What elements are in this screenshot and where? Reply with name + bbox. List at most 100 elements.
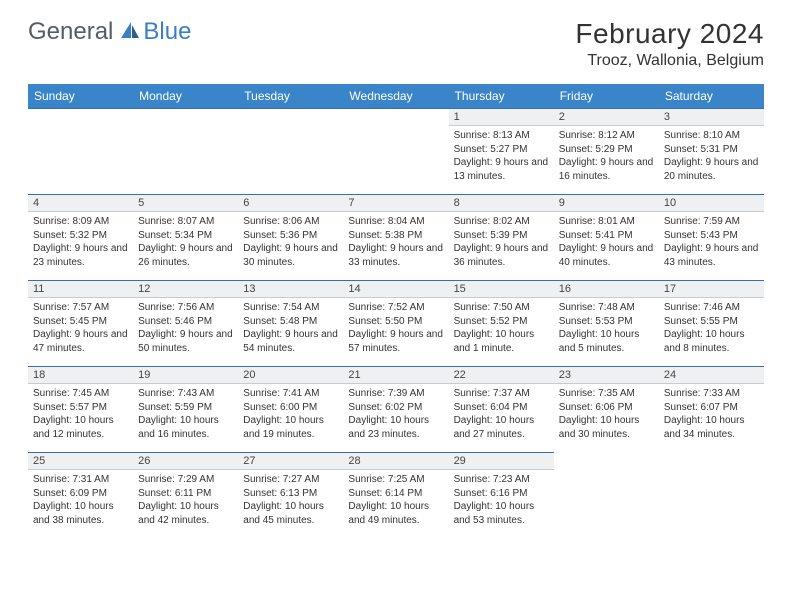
day-number: 6 — [238, 194, 343, 212]
day-number: 12 — [133, 280, 238, 298]
sunrise-line: Sunrise: 8:07 AM — [138, 215, 233, 229]
day-number: 17 — [659, 280, 764, 298]
title-block: February 2024 Trooz, Wallonia, Belgium — [575, 18, 764, 70]
logo-text-general: General — [28, 18, 113, 46]
daylight-line: Daylight: 10 hours and 23 minutes. — [348, 414, 443, 441]
calendar-day-cell: 18Sunrise: 7:45 AMSunset: 5:57 PMDayligh… — [28, 366, 133, 452]
calendar-day-cell: 27Sunrise: 7:27 AMSunset: 6:13 PMDayligh… — [238, 452, 343, 538]
calendar-day-cell: 20Sunrise: 7:41 AMSunset: 6:00 PMDayligh… — [238, 366, 343, 452]
dayname-header: Sunday — [28, 84, 133, 108]
sunset-line: Sunset: 5:50 PM — [348, 315, 443, 329]
sunrise-line: Sunrise: 8:12 AM — [559, 129, 654, 143]
sunset-line: Sunset: 6:06 PM — [559, 401, 654, 415]
sunset-line: Sunset: 5:59 PM — [138, 401, 233, 415]
calendar-day-cell: 26Sunrise: 7:29 AMSunset: 6:11 PMDayligh… — [133, 452, 238, 538]
day-details: Sunrise: 8:13 AMSunset: 5:27 PMDaylight:… — [449, 126, 554, 187]
day-details: Sunrise: 7:31 AMSunset: 6:09 PMDaylight:… — [28, 470, 133, 531]
daylight-line: Daylight: 10 hours and 5 minutes. — [559, 328, 654, 355]
calendar-day-cell: 13Sunrise: 7:54 AMSunset: 5:48 PMDayligh… — [238, 280, 343, 366]
daylight-line: Daylight: 10 hours and 34 minutes. — [664, 414, 759, 441]
sunrise-line: Sunrise: 7:25 AM — [348, 473, 443, 487]
day-number: 28 — [343, 452, 448, 470]
sunrise-line: Sunrise: 7:50 AM — [454, 301, 549, 315]
sunrise-line: Sunrise: 8:13 AM — [454, 129, 549, 143]
sunrise-line: Sunrise: 7:27 AM — [243, 473, 338, 487]
daylight-line: Daylight: 9 hours and 57 minutes. — [348, 328, 443, 355]
calendar-empty-cell — [133, 108, 238, 194]
day-number: 21 — [343, 366, 448, 384]
dayname-header: Tuesday — [238, 84, 343, 108]
day-details: Sunrise: 8:10 AMSunset: 5:31 PMDaylight:… — [659, 126, 764, 187]
daylight-line: Daylight: 10 hours and 1 minute. — [454, 328, 549, 355]
day-details: Sunrise: 7:45 AMSunset: 5:57 PMDaylight:… — [28, 384, 133, 445]
dayname-header: Wednesday — [343, 84, 448, 108]
day-details: Sunrise: 8:09 AMSunset: 5:32 PMDaylight:… — [28, 212, 133, 273]
day-number: 2 — [554, 108, 659, 126]
calendar-day-cell: 24Sunrise: 7:33 AMSunset: 6:07 PMDayligh… — [659, 366, 764, 452]
day-details: Sunrise: 7:27 AMSunset: 6:13 PMDaylight:… — [238, 470, 343, 531]
day-number: 3 — [659, 108, 764, 126]
calendar-day-cell: 22Sunrise: 7:37 AMSunset: 6:04 PMDayligh… — [449, 366, 554, 452]
day-number: 23 — [554, 366, 659, 384]
sunset-line: Sunset: 5:39 PM — [454, 229, 549, 243]
sunset-line: Sunset: 6:14 PM — [348, 487, 443, 501]
dayname-header: Monday — [133, 84, 238, 108]
day-details: Sunrise: 8:04 AMSunset: 5:38 PMDaylight:… — [343, 212, 448, 273]
calendar-day-cell: 19Sunrise: 7:43 AMSunset: 5:59 PMDayligh… — [133, 366, 238, 452]
sunset-line: Sunset: 5:29 PM — [559, 143, 654, 157]
day-number: 14 — [343, 280, 448, 298]
day-details: Sunrise: 7:39 AMSunset: 6:02 PMDaylight:… — [343, 384, 448, 445]
daylight-line: Daylight: 9 hours and 40 minutes. — [559, 242, 654, 269]
day-number: 26 — [133, 452, 238, 470]
calendar-day-cell: 8Sunrise: 8:02 AMSunset: 5:39 PMDaylight… — [449, 194, 554, 280]
calendar-week-row: 25Sunrise: 7:31 AMSunset: 6:09 PMDayligh… — [28, 452, 764, 538]
sunset-line: Sunset: 5:36 PM — [243, 229, 338, 243]
day-number: 9 — [554, 194, 659, 212]
day-number: 22 — [449, 366, 554, 384]
day-details: Sunrise: 7:54 AMSunset: 5:48 PMDaylight:… — [238, 298, 343, 359]
sunset-line: Sunset: 5:53 PM — [559, 315, 654, 329]
sunset-line: Sunset: 5:38 PM — [348, 229, 443, 243]
calendar-day-cell: 6Sunrise: 8:06 AMSunset: 5:36 PMDaylight… — [238, 194, 343, 280]
sunset-line: Sunset: 5:31 PM — [664, 143, 759, 157]
daylight-line: Daylight: 9 hours and 30 minutes. — [243, 242, 338, 269]
day-details: Sunrise: 8:06 AMSunset: 5:36 PMDaylight:… — [238, 212, 343, 273]
calendar-day-cell: 25Sunrise: 7:31 AMSunset: 6:09 PMDayligh… — [28, 452, 133, 538]
sunset-line: Sunset: 5:34 PM — [138, 229, 233, 243]
location-subtitle: Trooz, Wallonia, Belgium — [575, 52, 764, 70]
day-details: Sunrise: 7:29 AMSunset: 6:11 PMDaylight:… — [133, 470, 238, 531]
daylight-line: Daylight: 10 hours and 38 minutes. — [33, 500, 128, 527]
calendar-day-cell: 17Sunrise: 7:46 AMSunset: 5:55 PMDayligh… — [659, 280, 764, 366]
day-number: 5 — [133, 194, 238, 212]
day-number: 4 — [28, 194, 133, 212]
sunset-line: Sunset: 6:09 PM — [33, 487, 128, 501]
sunset-line: Sunset: 5:32 PM — [33, 229, 128, 243]
sunrise-line: Sunrise: 8:06 AM — [243, 215, 338, 229]
calendar-day-cell: 10Sunrise: 7:59 AMSunset: 5:43 PMDayligh… — [659, 194, 764, 280]
daylight-line: Daylight: 10 hours and 30 minutes. — [559, 414, 654, 441]
day-number: 19 — [133, 366, 238, 384]
day-number: 10 — [659, 194, 764, 212]
calendar-day-cell: 15Sunrise: 7:50 AMSunset: 5:52 PMDayligh… — [449, 280, 554, 366]
sunrise-line: Sunrise: 7:59 AM — [664, 215, 759, 229]
day-details: Sunrise: 7:25 AMSunset: 6:14 PMDaylight:… — [343, 470, 448, 531]
day-number: 7 — [343, 194, 448, 212]
day-number: 15 — [449, 280, 554, 298]
calendar-day-cell: 1Sunrise: 8:13 AMSunset: 5:27 PMDaylight… — [449, 108, 554, 194]
calendar-day-cell: 4Sunrise: 8:09 AMSunset: 5:32 PMDaylight… — [28, 194, 133, 280]
logo: General Blue — [28, 18, 191, 46]
day-details: Sunrise: 8:07 AMSunset: 5:34 PMDaylight:… — [133, 212, 238, 273]
sunset-line: Sunset: 6:13 PM — [243, 487, 338, 501]
daylight-line: Daylight: 10 hours and 12 minutes. — [33, 414, 128, 441]
day-details: Sunrise: 7:48 AMSunset: 5:53 PMDaylight:… — [554, 298, 659, 359]
daylight-line: Daylight: 9 hours and 13 minutes. — [454, 156, 549, 183]
day-details: Sunrise: 8:01 AMSunset: 5:41 PMDaylight:… — [554, 212, 659, 273]
sunrise-line: Sunrise: 8:01 AM — [559, 215, 654, 229]
empty-day-head — [343, 108, 448, 126]
calendar-empty-cell — [659, 452, 764, 538]
sunset-line: Sunset: 6:16 PM — [454, 487, 549, 501]
calendar-day-cell: 7Sunrise: 8:04 AMSunset: 5:38 PMDaylight… — [343, 194, 448, 280]
sunset-line: Sunset: 6:00 PM — [243, 401, 338, 415]
calendar-empty-cell — [28, 108, 133, 194]
calendar-week-row: 18Sunrise: 7:45 AMSunset: 5:57 PMDayligh… — [28, 366, 764, 452]
